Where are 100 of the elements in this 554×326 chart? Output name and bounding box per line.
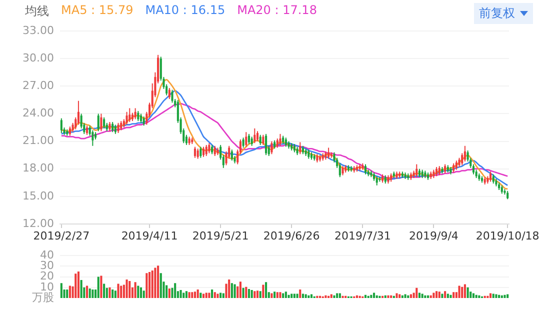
candlestick [270,140,273,155]
y-tick-label: 21.00 [22,134,54,148]
bar [450,294,452,298]
candlestick [108,121,111,132]
bar [446,294,449,298]
candlestick [214,145,216,156]
bar [284,292,287,298]
x-tick-label: 2019/9/4 [408,229,458,242]
bar [370,294,372,298]
bar [151,270,154,298]
bar [436,291,438,298]
y-tick-label: 30.00 [22,51,54,64]
bar [114,290,116,298]
candlestick [444,164,446,174]
bar [103,284,106,298]
bar [500,295,503,298]
bar [398,294,401,298]
x-tick-label: 2019/4/11 [121,229,178,242]
bar [234,284,236,298]
candlestick [299,142,302,155]
bar [188,292,190,298]
candlestick [276,138,278,148]
bar [293,294,296,298]
y-tick-label: 20 [40,270,54,283]
candlestick [103,116,106,129]
candlestick [205,144,208,156]
bar [330,294,332,298]
bar [154,268,156,298]
candlestick [126,111,128,126]
bar [336,293,338,298]
bar [259,291,262,298]
bar [245,286,248,298]
candlestick [455,160,458,170]
bar [279,292,282,298]
candlestick [458,157,460,168]
candlestick [230,149,233,162]
bar [254,291,256,298]
bar [276,292,278,298]
candlestick [137,110,140,122]
bar [180,290,182,298]
y-tick-label: 12.00 [22,216,54,230]
candlestick [262,134,264,146]
candlestick [245,132,248,148]
candlestick [114,124,116,134]
bar [387,295,390,298]
bar [490,293,492,298]
candlestick [242,137,244,148]
y-tick-label: 27.00 [22,79,54,92]
candlestick [328,147,330,160]
candlestick [194,146,196,158]
candlestick [208,142,210,154]
candlestick [376,176,378,186]
candlestick [436,166,438,177]
bar [444,291,446,298]
bar [137,286,140,298]
bar [338,293,341,298]
bar [404,294,406,298]
bar [472,293,474,298]
bar [211,290,214,298]
bar [228,279,230,298]
bar [66,290,68,298]
candlestick [452,162,455,174]
candlestick [250,136,253,146]
bar [426,295,430,298]
bar [302,294,304,298]
bar [60,283,62,298]
bar [112,290,114,298]
candlestick [112,121,114,133]
candlestick [254,128,256,144]
x-tick-label: 2019/10/18 [476,229,540,242]
bar [205,292,208,298]
candlestick [92,130,94,146]
bar [416,288,418,298]
bar [458,286,460,298]
bar [432,292,435,298]
y-tick-label: 10 [40,280,54,294]
candlestick [492,174,494,184]
bar [88,288,91,298]
bar [296,294,298,298]
candlestick [416,164,418,178]
bar [194,292,196,298]
candlestick [171,89,174,104]
text: MA5 : 15.79 [61,3,134,19]
bar [304,294,307,298]
bar [461,286,464,298]
bar [430,295,432,298]
bar [333,295,336,298]
candlestick [168,87,170,100]
candlestick [60,118,62,134]
bar [126,279,128,298]
bar [421,294,424,298]
candlestick [256,130,259,142]
x-tick-label: 2019/6/26 [263,229,320,242]
bar [97,276,100,298]
bar [396,293,398,298]
bar [200,292,202,298]
candlestick [259,134,262,146]
bar [410,294,412,298]
bar [128,281,131,298]
bar [372,292,376,298]
